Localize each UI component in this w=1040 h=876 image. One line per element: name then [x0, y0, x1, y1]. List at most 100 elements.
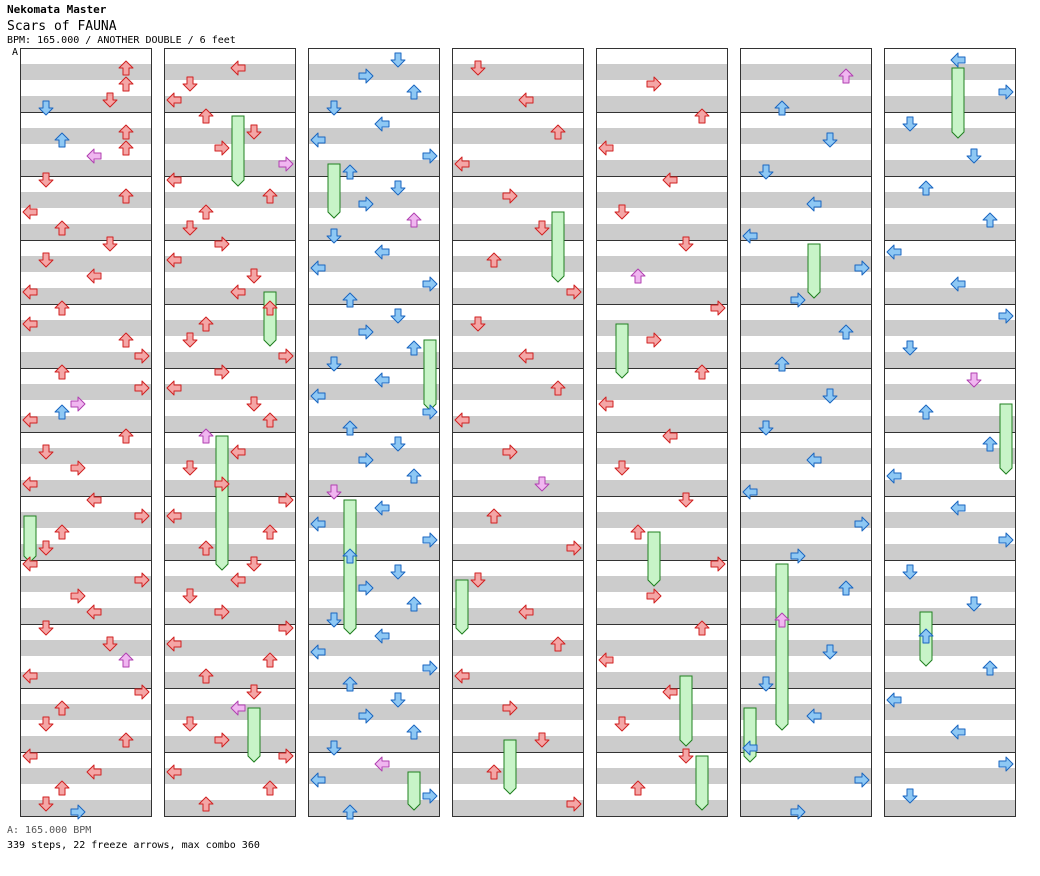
- beat-band: [884, 416, 1016, 432]
- column-frame: [740, 48, 872, 817]
- step-arrow: [486, 764, 502, 780]
- beat-band: [452, 544, 584, 560]
- beat-band: [740, 480, 872, 496]
- beat-band: [164, 96, 296, 112]
- step-arrow: [502, 444, 518, 460]
- beat-band: [884, 608, 1016, 624]
- beat-band: [20, 384, 152, 400]
- beat-band: [740, 768, 872, 784]
- step-arrow: [310, 644, 326, 660]
- step-arrow: [358, 68, 374, 84]
- step-arrow: [550, 636, 566, 652]
- step-arrow: [118, 188, 134, 204]
- beat-band: [164, 288, 296, 304]
- step-arrow: [22, 316, 38, 332]
- freeze-arrow: [263, 291, 277, 347]
- step-arrow: [22, 412, 38, 428]
- step-arrow: [54, 700, 70, 716]
- beat-band: [884, 288, 1016, 304]
- beat-band: [164, 352, 296, 368]
- step-arrow: [742, 484, 758, 500]
- beat-band: [884, 704, 1016, 720]
- beat-band: [20, 352, 152, 368]
- beat-band: [596, 320, 728, 336]
- beat-band: [740, 256, 872, 272]
- step-arrow: [198, 428, 214, 444]
- step-arrow: [214, 732, 230, 748]
- step-arrow: [486, 508, 502, 524]
- freeze-arrow: [503, 739, 517, 795]
- step-arrow: [774, 356, 790, 372]
- beat-band: [596, 160, 728, 176]
- step-arrow: [166, 636, 182, 652]
- step-arrow: [198, 204, 214, 220]
- beat-band: [596, 512, 728, 528]
- beat-band: [20, 544, 152, 560]
- step-arrow: [310, 260, 326, 276]
- step-arrow: [326, 228, 342, 244]
- step-arrow: [758, 420, 774, 436]
- beat-band: [596, 352, 728, 368]
- step-arrow: [86, 148, 102, 164]
- beat-band: [164, 608, 296, 624]
- beat-band: [740, 736, 872, 752]
- step-arrow: [358, 580, 374, 596]
- beat-band: [308, 480, 440, 496]
- step-arrow: [454, 668, 470, 684]
- beat-band: [308, 128, 440, 144]
- step-arrow: [134, 572, 150, 588]
- step-arrow: [326, 100, 342, 116]
- step-arrow: [166, 252, 182, 268]
- step-arrow: [118, 124, 134, 140]
- step-arrow: [326, 612, 342, 628]
- step-arrow: [662, 428, 678, 444]
- step-arrow: [822, 132, 838, 148]
- step-arrow: [902, 788, 918, 804]
- beat-band: [596, 416, 728, 432]
- beat-band: [884, 64, 1016, 80]
- beat-band: [452, 224, 584, 240]
- step-arrow: [406, 596, 422, 612]
- beat-band: [164, 768, 296, 784]
- beat-band: [452, 64, 584, 80]
- step-arrow: [374, 500, 390, 516]
- step-arrow: [886, 468, 902, 484]
- step-arrow: [390, 180, 406, 196]
- step-arrow: [886, 244, 902, 260]
- beat-band: [164, 480, 296, 496]
- beat-band: [740, 512, 872, 528]
- step-arrow: [918, 180, 934, 196]
- step-arrow: [342, 420, 358, 436]
- step-arrow: [646, 588, 662, 604]
- beat-band: [308, 416, 440, 432]
- freeze-arrow: [775, 563, 789, 731]
- step-arrow: [838, 68, 854, 84]
- beat-band: [740, 64, 872, 80]
- column-frame: [20, 48, 152, 817]
- beat-band: [164, 384, 296, 400]
- beat-band: [452, 128, 584, 144]
- beat-band: [20, 736, 152, 752]
- beat-band: [740, 96, 872, 112]
- step-arrow: [678, 748, 694, 764]
- beat-band: [308, 352, 440, 368]
- step-arrow: [182, 76, 198, 92]
- step-arrow: [262, 188, 278, 204]
- step-arrow: [918, 404, 934, 420]
- step-arrow: [774, 100, 790, 116]
- step-arrow: [630, 268, 646, 284]
- freeze-arrow: [807, 243, 821, 299]
- step-arrow: [710, 300, 726, 316]
- beat-band: [308, 96, 440, 112]
- beat-band: [596, 224, 728, 240]
- beat-band: [164, 512, 296, 528]
- step-arrow: [166, 508, 182, 524]
- beat-band: [20, 96, 152, 112]
- step-arrow: [134, 348, 150, 364]
- artist-name: Nekomata Master: [7, 3, 107, 16]
- step-arrow: [950, 52, 966, 68]
- step-arrow: [102, 92, 118, 108]
- beat-band: [308, 800, 440, 816]
- beat-band: [596, 384, 728, 400]
- step-arrow: [342, 676, 358, 692]
